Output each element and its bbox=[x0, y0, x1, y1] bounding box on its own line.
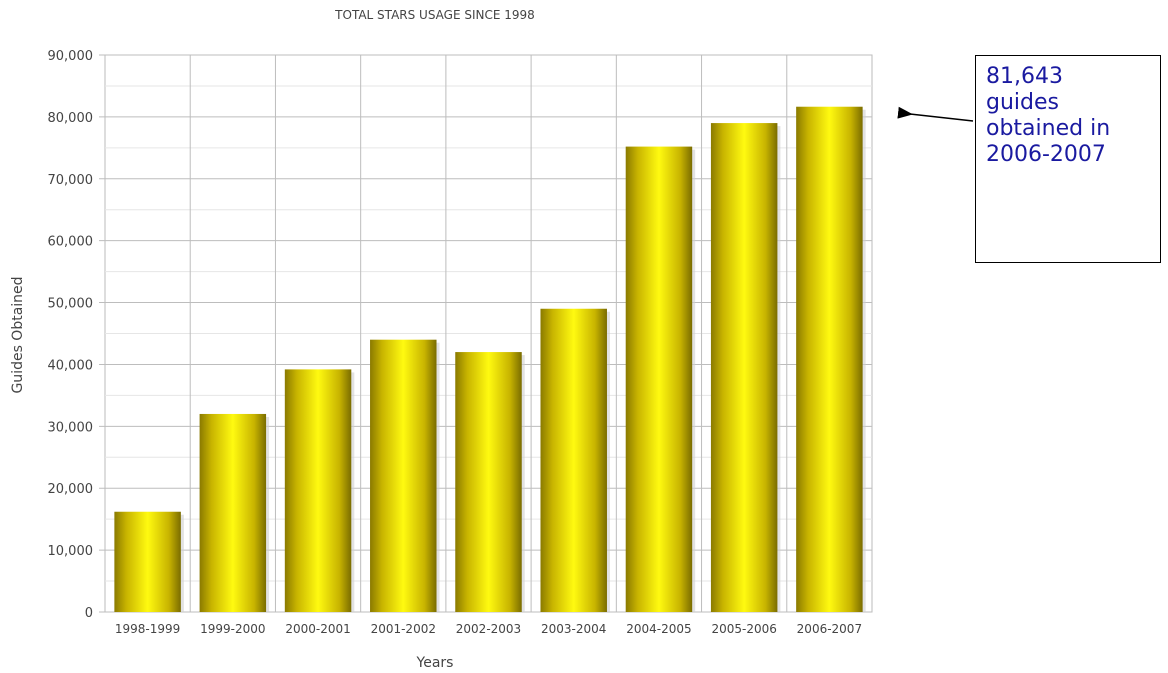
x-tick-label: 2000-2001 bbox=[285, 622, 350, 636]
callout-line: 2006-2007 bbox=[986, 142, 1106, 167]
bars bbox=[114, 106, 866, 613]
callout-line: 81,643 bbox=[986, 64, 1063, 89]
bar bbox=[455, 352, 522, 612]
bar bbox=[114, 511, 181, 612]
bar bbox=[370, 339, 437, 612]
x-tick-label: 2002-2003 bbox=[456, 622, 521, 636]
callout-line: guides bbox=[986, 90, 1059, 115]
x-tick-label: 1998-1999 bbox=[115, 622, 180, 636]
x-tick-label: 2001-2002 bbox=[371, 622, 436, 636]
x-axis-label: Years bbox=[416, 655, 454, 671]
callout-line: obtained in bbox=[986, 116, 1111, 141]
y-tick-label: 70,000 bbox=[48, 173, 94, 188]
y-tick-label: 80,000 bbox=[48, 111, 94, 126]
y-tick-label: 30,000 bbox=[48, 420, 94, 435]
chart-title: TOTAL STARS USAGE SINCE 1998 bbox=[334, 8, 535, 22]
annotation-callout: 81,643 guides obtained in 2006-2007 bbox=[975, 55, 1161, 263]
y-tick-label: 40,000 bbox=[48, 358, 94, 373]
bar bbox=[199, 413, 267, 612]
y-tick-label: 10,000 bbox=[48, 544, 94, 559]
y-tick-label: 0 bbox=[85, 606, 93, 621]
y-tick-label: 50,000 bbox=[48, 297, 94, 312]
bar bbox=[625, 146, 693, 612]
x-tick-label: 2006-2007 bbox=[797, 622, 862, 636]
y-tick-label: 60,000 bbox=[48, 235, 94, 250]
x-tick-label: 2004-2005 bbox=[626, 622, 691, 636]
y-tick-label: 20,000 bbox=[48, 482, 94, 497]
x-tick-label: 2003-2004 bbox=[541, 622, 606, 636]
bar bbox=[540, 308, 607, 612]
callout-arrow bbox=[897, 106, 974, 122]
bar bbox=[710, 123, 778, 613]
y-tick-label: 90,000 bbox=[48, 49, 94, 64]
bar bbox=[796, 106, 863, 612]
x-tick-label: 1999-2000 bbox=[200, 622, 265, 636]
x-axis-categories: 1998-1999 1999-2000 2000-2001 2001-2002 2002… bbox=[115, 622, 862, 636]
y-axis-ticks: 0 10,000 20,000 30,000 40,000 50,000 60,000 70,… bbox=[48, 49, 94, 621]
y-axis-label: Guides Obtained bbox=[10, 276, 26, 393]
x-tick-label: 2005-2006 bbox=[711, 622, 776, 636]
bar bbox=[284, 369, 352, 612]
